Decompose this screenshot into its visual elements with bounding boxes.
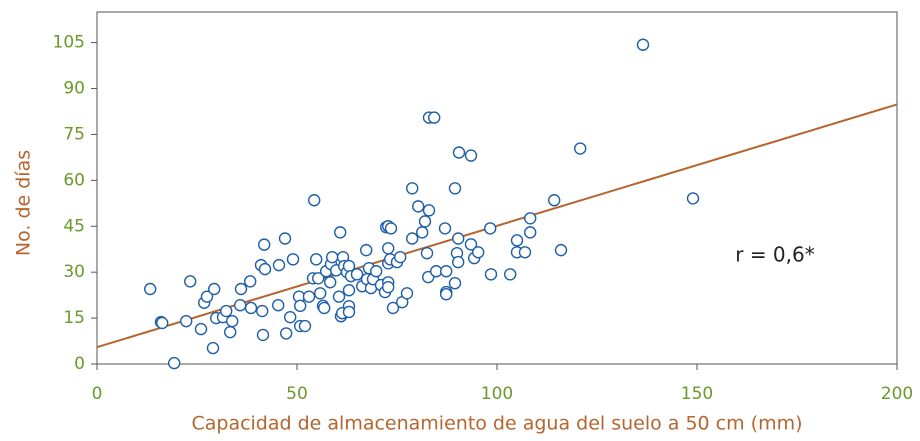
point (360, 243, 373, 257)
point (225, 314, 239, 328)
point (452, 232, 465, 245)
point (194, 322, 208, 336)
point (416, 226, 429, 239)
point (219, 304, 233, 318)
point (464, 238, 478, 251)
point (448, 182, 462, 195)
point (143, 282, 157, 296)
point (308, 194, 321, 207)
y-tick-label: 15 (63, 308, 85, 328)
point (406, 232, 419, 245)
x-tick-label: 50 (286, 384, 308, 404)
point (422, 204, 436, 217)
point (294, 299, 307, 313)
point (406, 182, 419, 195)
x-tick-label: 200 (881, 384, 913, 404)
y-tick-label: 90 (63, 79, 85, 99)
point (382, 280, 395, 294)
y-tick-label: 45 (63, 216, 85, 236)
x-tick-label: 100 (481, 384, 513, 404)
point (524, 212, 537, 225)
x-axis-label: Capacidad de almacenamiento de agua del … (191, 413, 802, 435)
point (256, 328, 270, 342)
point (504, 268, 517, 281)
y-tick-label: 60 (63, 170, 85, 190)
point (278, 232, 292, 245)
point (332, 290, 346, 303)
point (400, 287, 414, 300)
point (350, 268, 364, 281)
point (234, 282, 248, 296)
point (284, 310, 297, 324)
point (280, 327, 293, 340)
point (452, 255, 465, 269)
y-tick-label: 75 (63, 124, 85, 144)
point (314, 287, 327, 300)
point (334, 226, 347, 239)
point (318, 301, 331, 315)
point (554, 243, 568, 257)
point (258, 262, 272, 276)
point (302, 290, 316, 303)
point (286, 253, 300, 266)
point (448, 276, 462, 290)
point (310, 253, 323, 266)
point (686, 192, 700, 205)
point (207, 282, 221, 296)
point (484, 222, 497, 235)
point (183, 275, 197, 288)
point (382, 242, 395, 255)
point (464, 149, 478, 162)
point (418, 215, 432, 228)
point (342, 305, 356, 319)
y-tick-label: 0 (74, 354, 85, 374)
trend-line (96, 103, 898, 349)
point (272, 258, 286, 272)
point (324, 276, 337, 289)
point (206, 341, 220, 355)
point (370, 265, 383, 278)
point (428, 111, 441, 124)
point (233, 299, 247, 312)
point (167, 356, 181, 370)
point (155, 316, 169, 330)
point (438, 222, 452, 235)
point (200, 290, 214, 303)
point (484, 268, 498, 281)
point (518, 246, 532, 259)
point (420, 246, 434, 260)
x-tick-label: 150 (681, 384, 713, 404)
point (548, 194, 561, 207)
point (472, 246, 485, 259)
point (298, 319, 312, 333)
point (524, 226, 537, 239)
point (440, 288, 453, 301)
point (342, 284, 356, 297)
point (223, 325, 237, 339)
point (440, 265, 453, 278)
x-tick-label: 0 (92, 384, 103, 404)
point (326, 250, 339, 264)
point (412, 200, 425, 213)
y-axis-label: No. de días (13, 150, 35, 256)
point (384, 222, 398, 235)
y-tick-label: 30 (63, 262, 85, 282)
point (510, 234, 524, 247)
point (244, 301, 258, 315)
point (179, 314, 193, 328)
point (574, 142, 587, 155)
point (386, 301, 400, 315)
point (394, 250, 407, 264)
point (452, 146, 466, 159)
point (272, 299, 285, 312)
point (258, 238, 271, 251)
point (243, 275, 257, 288)
point (312, 272, 325, 285)
annotation: r = 0,6* (735, 243, 815, 267)
point (256, 304, 269, 318)
y-tick-label: 105 (53, 33, 85, 53)
point (636, 38, 650, 51)
